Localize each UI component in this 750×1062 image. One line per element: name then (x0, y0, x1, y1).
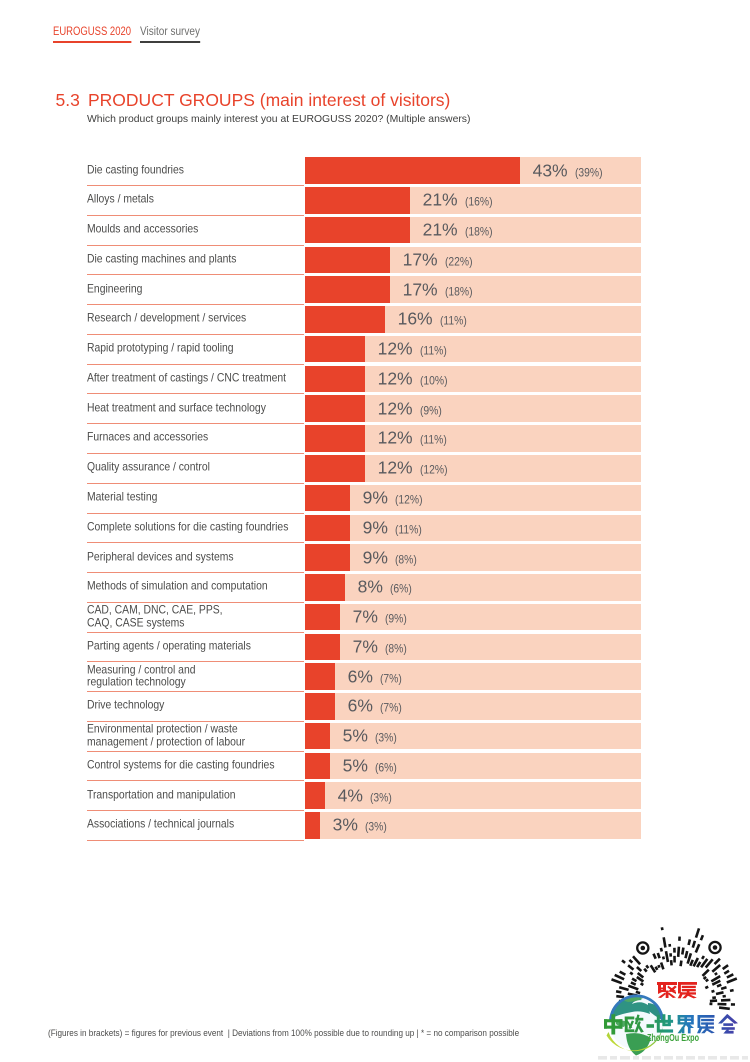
svg-text:ZhongOu Expo: ZhongOu Expo (647, 1033, 699, 1044)
